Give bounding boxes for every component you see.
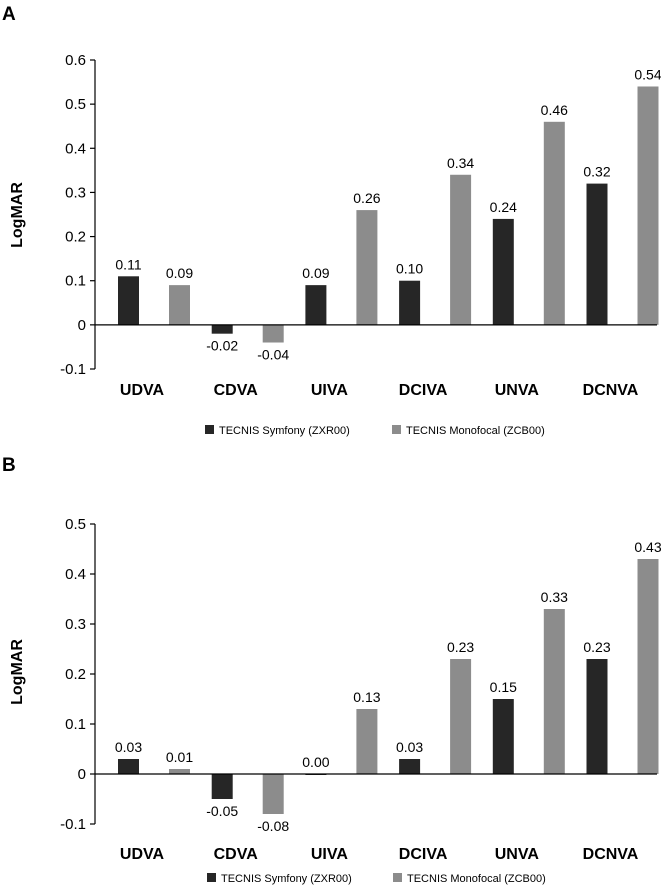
data-label-monofocal-cdva-b: -0.08 bbox=[257, 818, 289, 834]
category-label-unva-b: UNVA bbox=[495, 846, 540, 863]
bar-symfony-dcnva-b bbox=[586, 659, 608, 774]
categories-b: UDVA CDVA UIVA DCIVA UNVA DCNVA bbox=[120, 846, 639, 863]
legend-label-monofocal-b: TECNIS Monofocal (ZCB00) bbox=[407, 873, 546, 885]
data-label-symfony-dciva-a: 0.10 bbox=[396, 261, 423, 277]
y-tick-label-b: -0.1 bbox=[60, 816, 86, 833]
category-label-dcnva-b: DCNVA bbox=[583, 846, 639, 863]
category-label-unva-a: UNVA bbox=[495, 382, 540, 399]
panel-letter-a: A bbox=[2, 4, 16, 25]
y-axis-label-a: LogMAR bbox=[9, 182, 26, 248]
category-label-dcnva-a: DCNVA bbox=[583, 382, 639, 399]
bars-b: 0.03 0.01 -0.05 -0.08 0.00 0.13 0.03 0.23 0.15 0.… bbox=[115, 539, 661, 834]
category-label-dciva-a: DCIVA bbox=[399, 382, 448, 399]
y-tick-label-b: 0.1 bbox=[65, 716, 86, 733]
y-tick-label-a: 0.1 bbox=[65, 273, 86, 290]
data-label-symfony-dcnva-b: 0.23 bbox=[583, 639, 610, 655]
y-tick-label-a: 0.3 bbox=[65, 184, 86, 201]
panel-a: A LogMAR -0.1 0 0.1 0.2 0.3 0.4 0.5 0.6 0.11 0.0… bbox=[2, 4, 661, 437]
y-tick-label-b: 0.3 bbox=[65, 616, 86, 633]
y-tick-label-a: -0.1 bbox=[60, 361, 86, 378]
data-label-symfony-cdva-a: -0.02 bbox=[206, 338, 238, 354]
data-label-monofocal-dcnva-a: 0.54 bbox=[634, 66, 661, 82]
panel-letter-b: B bbox=[2, 455, 16, 476]
data-label-monofocal-dcnva-b: 0.43 bbox=[634, 539, 661, 555]
y-tick-label-b: 0.4 bbox=[65, 566, 86, 583]
bar-symfony-uiva-a bbox=[305, 285, 327, 325]
bar-symfony-dciva-a bbox=[399, 280, 421, 325]
bar-symfony-unva-b bbox=[492, 699, 514, 774]
bar-monofocal-dciva-a bbox=[450, 174, 472, 325]
data-label-symfony-udva-a: 0.11 bbox=[115, 256, 141, 272]
bar-monofocal-cdva-a bbox=[262, 324, 284, 343]
bar-symfony-dcnva-a bbox=[586, 183, 608, 325]
y-tick-label-a: 0 bbox=[78, 317, 86, 334]
y-tick-label-b: 0.5 bbox=[65, 516, 86, 533]
bar-symfony-unva-a bbox=[492, 218, 514, 325]
categories-a: UDVA CDVA UIVA DCIVA UNVA DCNVA bbox=[120, 382, 639, 399]
bar-monofocal-uiva-b bbox=[356, 709, 378, 774]
bar-monofocal-dcnva-b bbox=[637, 559, 659, 774]
y-tick-label-b: 0.2 bbox=[65, 666, 86, 683]
y-ticks-b: -0.1 0 0.1 0.2 0.3 0.4 0.5 bbox=[60, 516, 95, 833]
data-label-symfony-uiva-a: 0.09 bbox=[302, 265, 329, 281]
bar-symfony-dciva-b bbox=[399, 759, 421, 774]
data-label-monofocal-uiva-a: 0.26 bbox=[353, 190, 380, 206]
bar-symfony-udva-a bbox=[118, 276, 139, 325]
category-label-udva-a: UDVA bbox=[120, 382, 165, 399]
panel-b: B LogMAR -0.1 0 0.1 0.2 0.3 0.4 0.5 0.03 0.01 -0… bbox=[2, 455, 661, 885]
data-label-symfony-unva-b: 0.15 bbox=[490, 679, 517, 695]
data-label-monofocal-dciva-b: 0.23 bbox=[447, 639, 474, 655]
data-label-symfony-uiva-b: 0.00 bbox=[302, 754, 329, 770]
bar-symfony-cdva-a bbox=[211, 324, 233, 334]
data-label-monofocal-unva-a: 0.46 bbox=[541, 102, 568, 118]
bar-monofocal-unva-b bbox=[543, 609, 565, 774]
data-label-symfony-cdva-b: -0.05 bbox=[206, 803, 238, 819]
legend-swatch-monofocal-b bbox=[393, 873, 402, 882]
data-label-monofocal-uiva-b: 0.13 bbox=[353, 689, 380, 705]
y-tick-label-a: 0.4 bbox=[65, 140, 86, 157]
category-label-cdva-a: CDVA bbox=[214, 382, 259, 399]
data-label-monofocal-dciva-a: 0.34 bbox=[447, 155, 474, 171]
bar-monofocal-dciva-b bbox=[450, 659, 472, 774]
bar-monofocal-udva-b bbox=[169, 769, 190, 774]
y-tick-label-a: 0.2 bbox=[65, 229, 86, 246]
bar-monofocal-unva-a bbox=[543, 121, 565, 325]
y-axis-label-b: LogMAR bbox=[9, 639, 26, 705]
y-tick-label-a: 0.6 bbox=[65, 52, 86, 69]
data-label-monofocal-unva-b: 0.33 bbox=[541, 589, 568, 605]
legend-b: TECNIS Symfony (ZXR00) TECNIS Monofocal … bbox=[207, 873, 546, 885]
legend-label-symfony-a: TECNIS Symfony (ZXR00) bbox=[219, 425, 350, 437]
bar-monofocal-cdva-b bbox=[262, 774, 284, 814]
category-label-uiva-b: UIVA bbox=[311, 846, 348, 863]
y-tick-label-a: 0.5 bbox=[65, 96, 86, 113]
data-label-symfony-unva-a: 0.24 bbox=[490, 199, 517, 215]
y-tick-label-b: 0 bbox=[78, 766, 86, 783]
data-label-symfony-dciva-b: 0.03 bbox=[396, 739, 423, 755]
legend-swatch-symfony-b bbox=[207, 873, 216, 882]
bars-a: 0.11 0.09 -0.02 -0.04 0.09 0.26 0.10 0.34 0.24 0.… bbox=[115, 66, 661, 362]
bar-symfony-udva-b bbox=[118, 759, 139, 774]
category-label-uiva-a: UIVA bbox=[311, 382, 348, 399]
bar-monofocal-uiva-a bbox=[356, 210, 378, 325]
bar-monofocal-dcnva-a bbox=[637, 86, 659, 325]
data-label-symfony-dcnva-a: 0.32 bbox=[583, 164, 610, 180]
category-label-dciva-b: DCIVA bbox=[399, 846, 448, 863]
bar-symfony-cdva-b bbox=[211, 774, 233, 799]
legend-swatch-symfony-a bbox=[205, 425, 214, 434]
category-label-udva-b: UDVA bbox=[120, 846, 165, 863]
category-label-cdva-b: CDVA bbox=[214, 846, 259, 863]
y-ticks-a: -0.1 0 0.1 0.2 0.3 0.4 0.5 0.6 bbox=[60, 52, 95, 378]
legend-a: TECNIS Symfony (ZXR00) TECNIS Monofocal … bbox=[205, 425, 545, 437]
legend-swatch-monofocal-a bbox=[392, 425, 401, 434]
data-label-monofocal-udva-a: 0.09 bbox=[166, 265, 193, 281]
legend-label-symfony-b: TECNIS Symfony (ZXR00) bbox=[221, 873, 352, 885]
bar-monofocal-udva-a bbox=[169, 285, 190, 325]
data-label-monofocal-udva-b: 0.01 bbox=[166, 749, 193, 765]
data-label-symfony-udva-b: 0.03 bbox=[115, 739, 142, 755]
data-label-monofocal-cdva-a: -0.04 bbox=[257, 347, 289, 363]
legend-label-monofocal-a: TECNIS Monofocal (ZCB00) bbox=[406, 425, 545, 437]
